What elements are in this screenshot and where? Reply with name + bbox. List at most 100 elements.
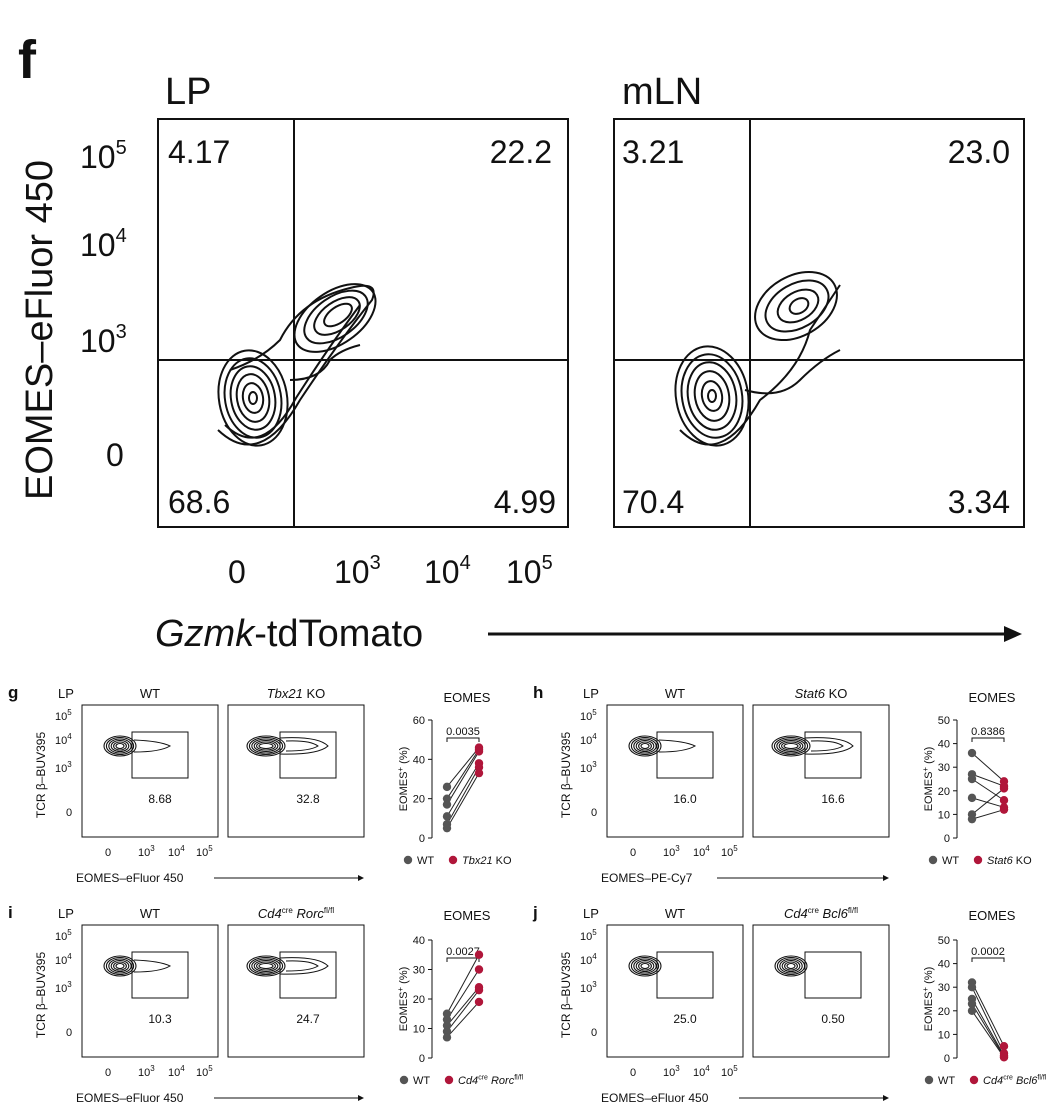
- plot-frame: [227, 924, 365, 1058]
- stat-y-tick-label: 20: [413, 994, 425, 1006]
- contour-ring: [771, 735, 811, 757]
- contour-ring: [773, 736, 809, 756]
- y-tick-label: 0: [106, 437, 124, 473]
- gate-percentage: 8.68: [148, 792, 172, 806]
- contour-ring: [103, 735, 137, 757]
- stat-y-tick-label: 30: [938, 982, 950, 994]
- significance-bracket: [971, 957, 1005, 962]
- contour-ring: [638, 961, 652, 971]
- plot-frame: [752, 704, 890, 838]
- stat-y-tick-label: 30: [938, 762, 950, 774]
- contour-ring: [774, 955, 808, 977]
- pair-line: [446, 751, 480, 805]
- contour-ring: [105, 736, 135, 756]
- contour-ring: [784, 961, 798, 971]
- significance-bracket: [446, 957, 480, 962]
- stat-y-axis-label: EOMES+ (%): [921, 967, 935, 1032]
- contour-ring: [633, 958, 657, 974]
- y-axis-label: TCR β–BUV395: [34, 952, 48, 1039]
- x-tick-label: 105: [721, 1064, 738, 1079]
- y-tick-label: 105: [55, 708, 72, 723]
- stat-y-tick-label: 30: [413, 965, 425, 977]
- contour-ring: [105, 956, 135, 976]
- pair-line: [446, 1001, 480, 1038]
- gate-box: [804, 951, 862, 999]
- legend-ko-label: Cd4cre Rorcfl/fl: [458, 1075, 524, 1087]
- legend-ko-marker: [444, 1075, 454, 1085]
- plot-frame: [81, 704, 219, 838]
- plot-frame: [157, 118, 569, 528]
- stat-y-tick-label: 40: [413, 935, 425, 947]
- wt-point: [967, 774, 977, 784]
- gate-percentage: 16.6: [821, 792, 845, 806]
- pair-line: [446, 749, 480, 799]
- gate-box: [656, 731, 714, 779]
- y-tick-label: 0: [66, 1027, 72, 1039]
- plot-title-ko: Stat6 KO: [795, 686, 848, 701]
- ko-point: [999, 784, 1009, 793]
- gate-box: [279, 951, 337, 999]
- gate-percentage: 10.3: [148, 1012, 172, 1026]
- contour-ring: [640, 962, 650, 970]
- x-tick-label: 103: [334, 552, 381, 590]
- x-tick-label: 0: [105, 1067, 111, 1079]
- gate-percentage: 25.0: [673, 1012, 697, 1026]
- contour-ring: [248, 956, 284, 976]
- pair-line: [971, 788, 1005, 815]
- panel-f: f EOMES–eFluor 450 105 104 103 0 0 103 1…: [18, 30, 1025, 655]
- y-tick-label: 105: [80, 137, 127, 175]
- pair-line: [446, 969, 480, 1020]
- contour-ring: [110, 959, 130, 973]
- stat-y-axis-label: EOMES+ (%): [921, 747, 935, 812]
- contour-ring: [783, 742, 799, 750]
- contour-ring: [258, 742, 274, 750]
- tissue-label: LP: [58, 686, 74, 701]
- stat-y-tick-label: 10: [938, 1029, 950, 1041]
- contour-ring: [640, 742, 650, 750]
- contour-ring: [779, 958, 803, 974]
- stat-title: EOMES: [969, 908, 1016, 923]
- contour-ring: [635, 959, 655, 973]
- pair-line: [971, 773, 1005, 787]
- x-tick-label: 104: [424, 552, 471, 590]
- panel-f-x-ticks: 0 103 104 105: [228, 552, 553, 590]
- legend-wt-marker: [399, 1075, 409, 1085]
- y-axis-label: TCR β–BUV395: [559, 952, 573, 1039]
- x-tick-label: 105: [196, 1064, 213, 1079]
- stat-title: EOMES: [969, 690, 1016, 705]
- pair-line: [971, 986, 1005, 1054]
- y-tick-label: 0: [66, 807, 72, 819]
- stat-y-axis-label: EOMES+ (%): [396, 967, 410, 1032]
- x-axis-arrowhead: [358, 1095, 364, 1101]
- contour-density: [217, 283, 377, 447]
- x-tick-label: 104: [693, 844, 710, 859]
- legend-wt-marker: [928, 855, 938, 865]
- quadrant-value-ul: 4.17: [168, 134, 230, 170]
- wt-point: [967, 793, 977, 803]
- contour-ring: [253, 739, 279, 753]
- legend-ko-marker: [973, 855, 983, 865]
- contour-ring: [108, 958, 132, 974]
- legend-ko-marker: [969, 1075, 979, 1085]
- y-tick-label: 105: [580, 708, 597, 723]
- stat-y-axis-label: EOMES+ (%): [396, 747, 410, 812]
- pair-line: [446, 986, 480, 1026]
- y-tick-label: 105: [55, 928, 72, 943]
- tissue-label: LP: [583, 686, 599, 701]
- stat-y-tick-label: 0: [944, 1053, 950, 1065]
- x-tick-label: 103: [663, 844, 680, 859]
- contour-ring: [781, 959, 801, 973]
- contour-ring: [251, 958, 281, 974]
- gate-percentage: 24.7: [296, 1012, 320, 1026]
- wt-point: [442, 800, 452, 809]
- contour-ring: [635, 739, 655, 753]
- tissue-label: LP: [583, 906, 599, 921]
- contour-tail: [285, 960, 319, 972]
- pair-line: [971, 1010, 1005, 1058]
- legend-wt-label: WT: [942, 855, 959, 867]
- wt-point: [967, 999, 977, 1008]
- y-tick-label: 104: [580, 952, 597, 967]
- wt-point: [442, 823, 452, 833]
